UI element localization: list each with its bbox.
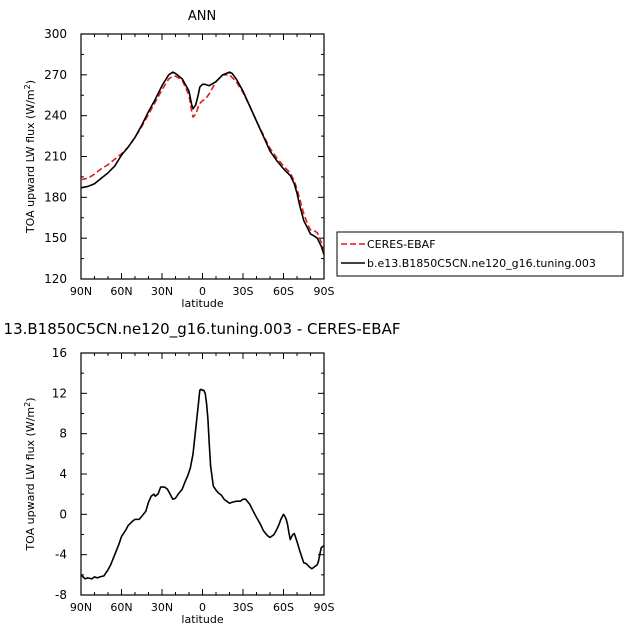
x-tick-label: 30N [151,601,173,614]
x-tick-label: 60N [110,601,132,614]
y-tick-label: 300 [44,27,67,41]
chart-panel-1: ANN 90N 60N 30N 0 30S 60S 90S 120 150 180 210 240 270… [23,9,624,310]
y-tick-label: 16 [52,346,67,360]
plot-frame [80,33,325,280]
y-tick-label: 240 [44,109,67,123]
x-tick-label: 60S [273,601,294,614]
y-tick-label: 150 [44,231,67,245]
x-axis-label: latitude [181,613,223,626]
y-tick-label: 8 [59,427,67,441]
x-tick-label: 0 [199,285,206,298]
x-tick-label: 60N [110,285,132,298]
legend: CERES-EBAF b.e13.B1850C5CN.ne120_g16.tuni… [336,231,624,277]
x-tick-label: 90S [314,601,335,614]
x-tick-label: 0 [199,601,206,614]
chart-title: 13.B1850C5CN.ne120_g16.tuning.003 - CERE… [4,320,401,339]
x-tick-label: 30S [233,285,254,298]
y-tick-label: -8 [55,588,67,602]
plot-frame [80,352,325,596]
y-tick-label: 180 [44,190,67,204]
y-tick-label: -4 [55,548,67,562]
chart-panel-2: 13.B1850C5CN.ne120_g16.tuning.003 - CERE… [4,320,401,626]
legend-label-2: b.e13.B1850C5CN.ne120_g16.tuning.003 [367,257,596,270]
x-tick-label: 90N [70,601,92,614]
y-tick-label: 12 [52,386,67,400]
y-axis-label: TOA upward LW flux (W/m2) [23,80,37,234]
y-tick-label: 120 [44,272,67,286]
x-tick-label: 60S [273,285,294,298]
x-tick-label: 90N [70,285,92,298]
y-tick-label: 0 [59,507,67,521]
legend-box [336,231,624,277]
legend-label-1: CERES-EBAF [367,238,436,251]
x-tick-label: 90S [314,285,335,298]
series-line-1 [80,74,325,254]
series-line-2 [80,71,325,255]
x-axis-label: latitude [181,297,223,310]
y-tick-label: 4 [59,467,67,481]
x-tick-label: 30S [233,601,254,614]
chart-title: ANN [188,9,216,24]
series-line-1 [80,388,325,580]
y-axis-label: TOA upward LW flux (W/m2) [23,397,37,551]
y-tick-label: 270 [44,68,67,82]
y-tick-label: 210 [44,150,67,164]
x-tick-label: 30N [151,285,173,298]
